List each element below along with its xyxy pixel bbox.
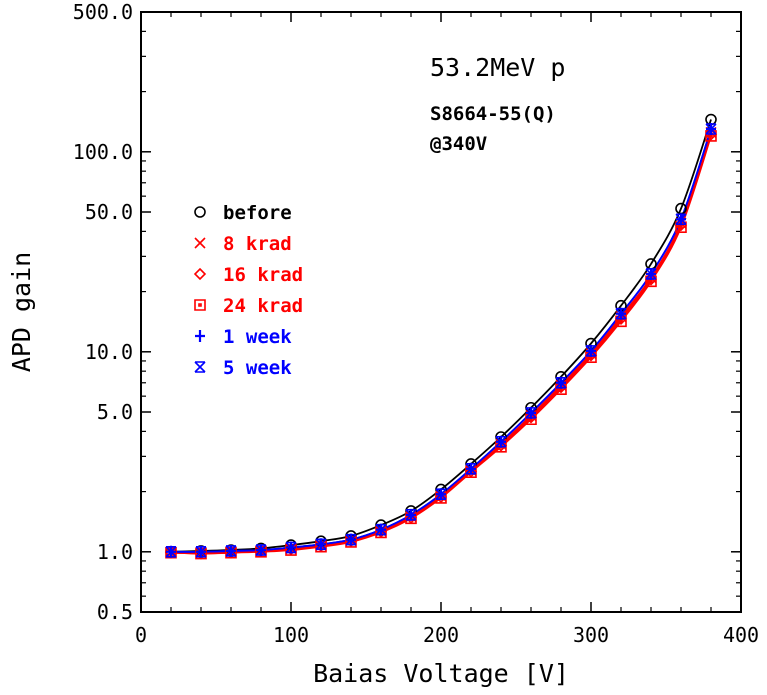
data-point [315,538,327,551]
y-tick-label: 5.0 [97,400,133,424]
legend-marker [195,330,205,342]
data-point [285,541,297,554]
y-tick-label: 500.0 [73,0,133,24]
data-point [225,545,237,557]
annotation-beam: 53.2MeV p [430,53,565,82]
legend-marker [194,299,206,311]
data-point [375,523,387,536]
legend-label: 8 krad [223,233,292,255]
data-point [405,509,417,521]
annotation-voltage: @340V [430,133,487,155]
legend-label: 24 krad [223,295,303,317]
annotation-device: S8664-55(Q) [430,103,556,125]
legend-label: 5 week [223,357,292,379]
data-point [165,545,177,558]
data-point [465,462,477,475]
y-axis-title: APD gain [7,252,36,372]
data-markers [164,113,718,560]
data-point [675,213,687,226]
y-axis: 0.5 1.0 5.0 10.0 50.0 100.0 500.0 [73,0,741,624]
legend: before 8 krad 16 krad 24 krad 1 week 5 week [193,202,303,379]
x-tick-label: 100 [273,623,309,647]
data-point [555,376,567,389]
x-tick-label: 200 [423,623,459,647]
x-axis: 0 100 200 300 400 [135,12,759,647]
data-point [615,307,627,320]
data-point [585,345,597,357]
y-tick-label: 10.0 [85,340,133,364]
y-tick-label: 1.0 [97,540,133,564]
data-point [494,439,508,452]
data-point [525,407,537,419]
x-axis-title: Baias Voltage [V] [313,659,569,688]
data-point [345,533,357,546]
legend-label: 16 krad [223,264,303,286]
x-tick-label: 300 [573,623,609,647]
legend-marker [194,237,206,249]
x-tick-label: 0 [135,623,147,647]
data-point [705,123,717,135]
legend-label: 1 week [223,326,292,348]
data-point [495,435,507,448]
x-tick-label: 400 [723,623,759,647]
data-point [195,545,207,558]
y-tick-label: 50.0 [85,200,133,224]
data-point [645,268,657,280]
legend-label: before [223,202,292,224]
legend-marker [193,267,207,281]
y-tick-label: 0.5 [97,600,133,624]
data-point [675,221,687,233]
data-point [255,544,267,556]
legend-marker [194,361,206,373]
data-point [435,488,447,501]
legend-marker [194,206,206,218]
y-tick-label: 100.0 [73,140,133,164]
